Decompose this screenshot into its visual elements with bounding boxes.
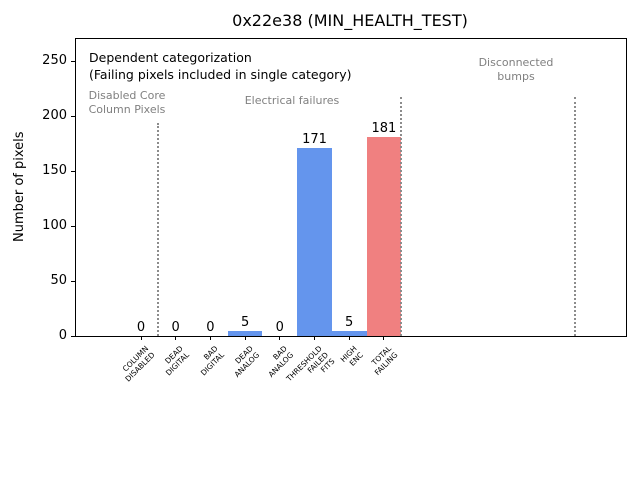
bar-value-label: 0 (275, 320, 284, 335)
x-tick-mark (314, 336, 315, 340)
y-tick-label: 100 (42, 218, 67, 233)
zone-label: Disconnected bumps (478, 56, 554, 84)
x-tick-mark (244, 336, 246, 340)
annotation-dependent-categorization: Dependent categorization (89, 50, 252, 65)
bar (227, 330, 263, 336)
x-tick-mark (348, 336, 350, 340)
bar-value-label: 181 (371, 120, 397, 136)
y-tick-mark (71, 225, 76, 227)
y-axis-label: Number of pixels (12, 131, 27, 242)
annotation-single-category: (Failing pixels included in single categ… (89, 67, 352, 82)
x-tick-label: THRESHOLD FAILED FITS (284, 344, 337, 384)
x-tick-mark (209, 336, 211, 340)
x-tick-label: DEAD DIGITAL (163, 344, 192, 378)
x-tick-label: HIGH ENC (338, 344, 365, 368)
x-tick-mark (175, 336, 177, 340)
bar-value-label: 0 (136, 320, 146, 335)
zone-label: Electrical failures (244, 94, 340, 107)
y-tick-mark (71, 280, 76, 282)
x-tick-mark (140, 336, 142, 340)
y-tick-mark (71, 335, 76, 337)
x-tick-label: COLUMN DISABLED (120, 344, 157, 384)
x-tick-mark (279, 336, 281, 340)
x-tick-label: TOTAL FAILING (370, 344, 400, 378)
x-tick-label: BAD DIGITAL (199, 344, 227, 378)
x-tick-mark (383, 336, 385, 340)
y-tick-label: 250 (42, 53, 67, 68)
y-tick-label: 0 (58, 328, 67, 343)
bar-value-label: 0 (171, 320, 180, 335)
bar-value-label: 5 (345, 314, 354, 330)
y-tick-label: 50 (50, 273, 67, 288)
chart-title: 0x22e38 (MIN_HEALTH_TEST) (232, 11, 468, 30)
bar-value-label: 171 (302, 131, 327, 147)
x-tick-label: DEAD ANALOG (232, 344, 261, 380)
plot-area: Dependent categorization (Failing pixels… (42, 38, 627, 383)
y-tick-label: 200 (42, 108, 67, 123)
y-tick-label: 150 (42, 163, 67, 178)
zone-separator (573, 97, 576, 336)
bar (297, 147, 332, 336)
bar (331, 330, 367, 336)
y-tick-mark (71, 60, 76, 62)
y-tick-mark (71, 170, 76, 172)
bar-value-label: 0 (206, 320, 215, 335)
bar-value-label: 5 (240, 314, 250, 330)
y-tick-mark (71, 115, 76, 117)
zone-separator (400, 97, 403, 336)
zone-label: Disabled Core Column Pixels (88, 89, 166, 117)
bar (366, 136, 402, 336)
zone-separator (157, 123, 160, 336)
